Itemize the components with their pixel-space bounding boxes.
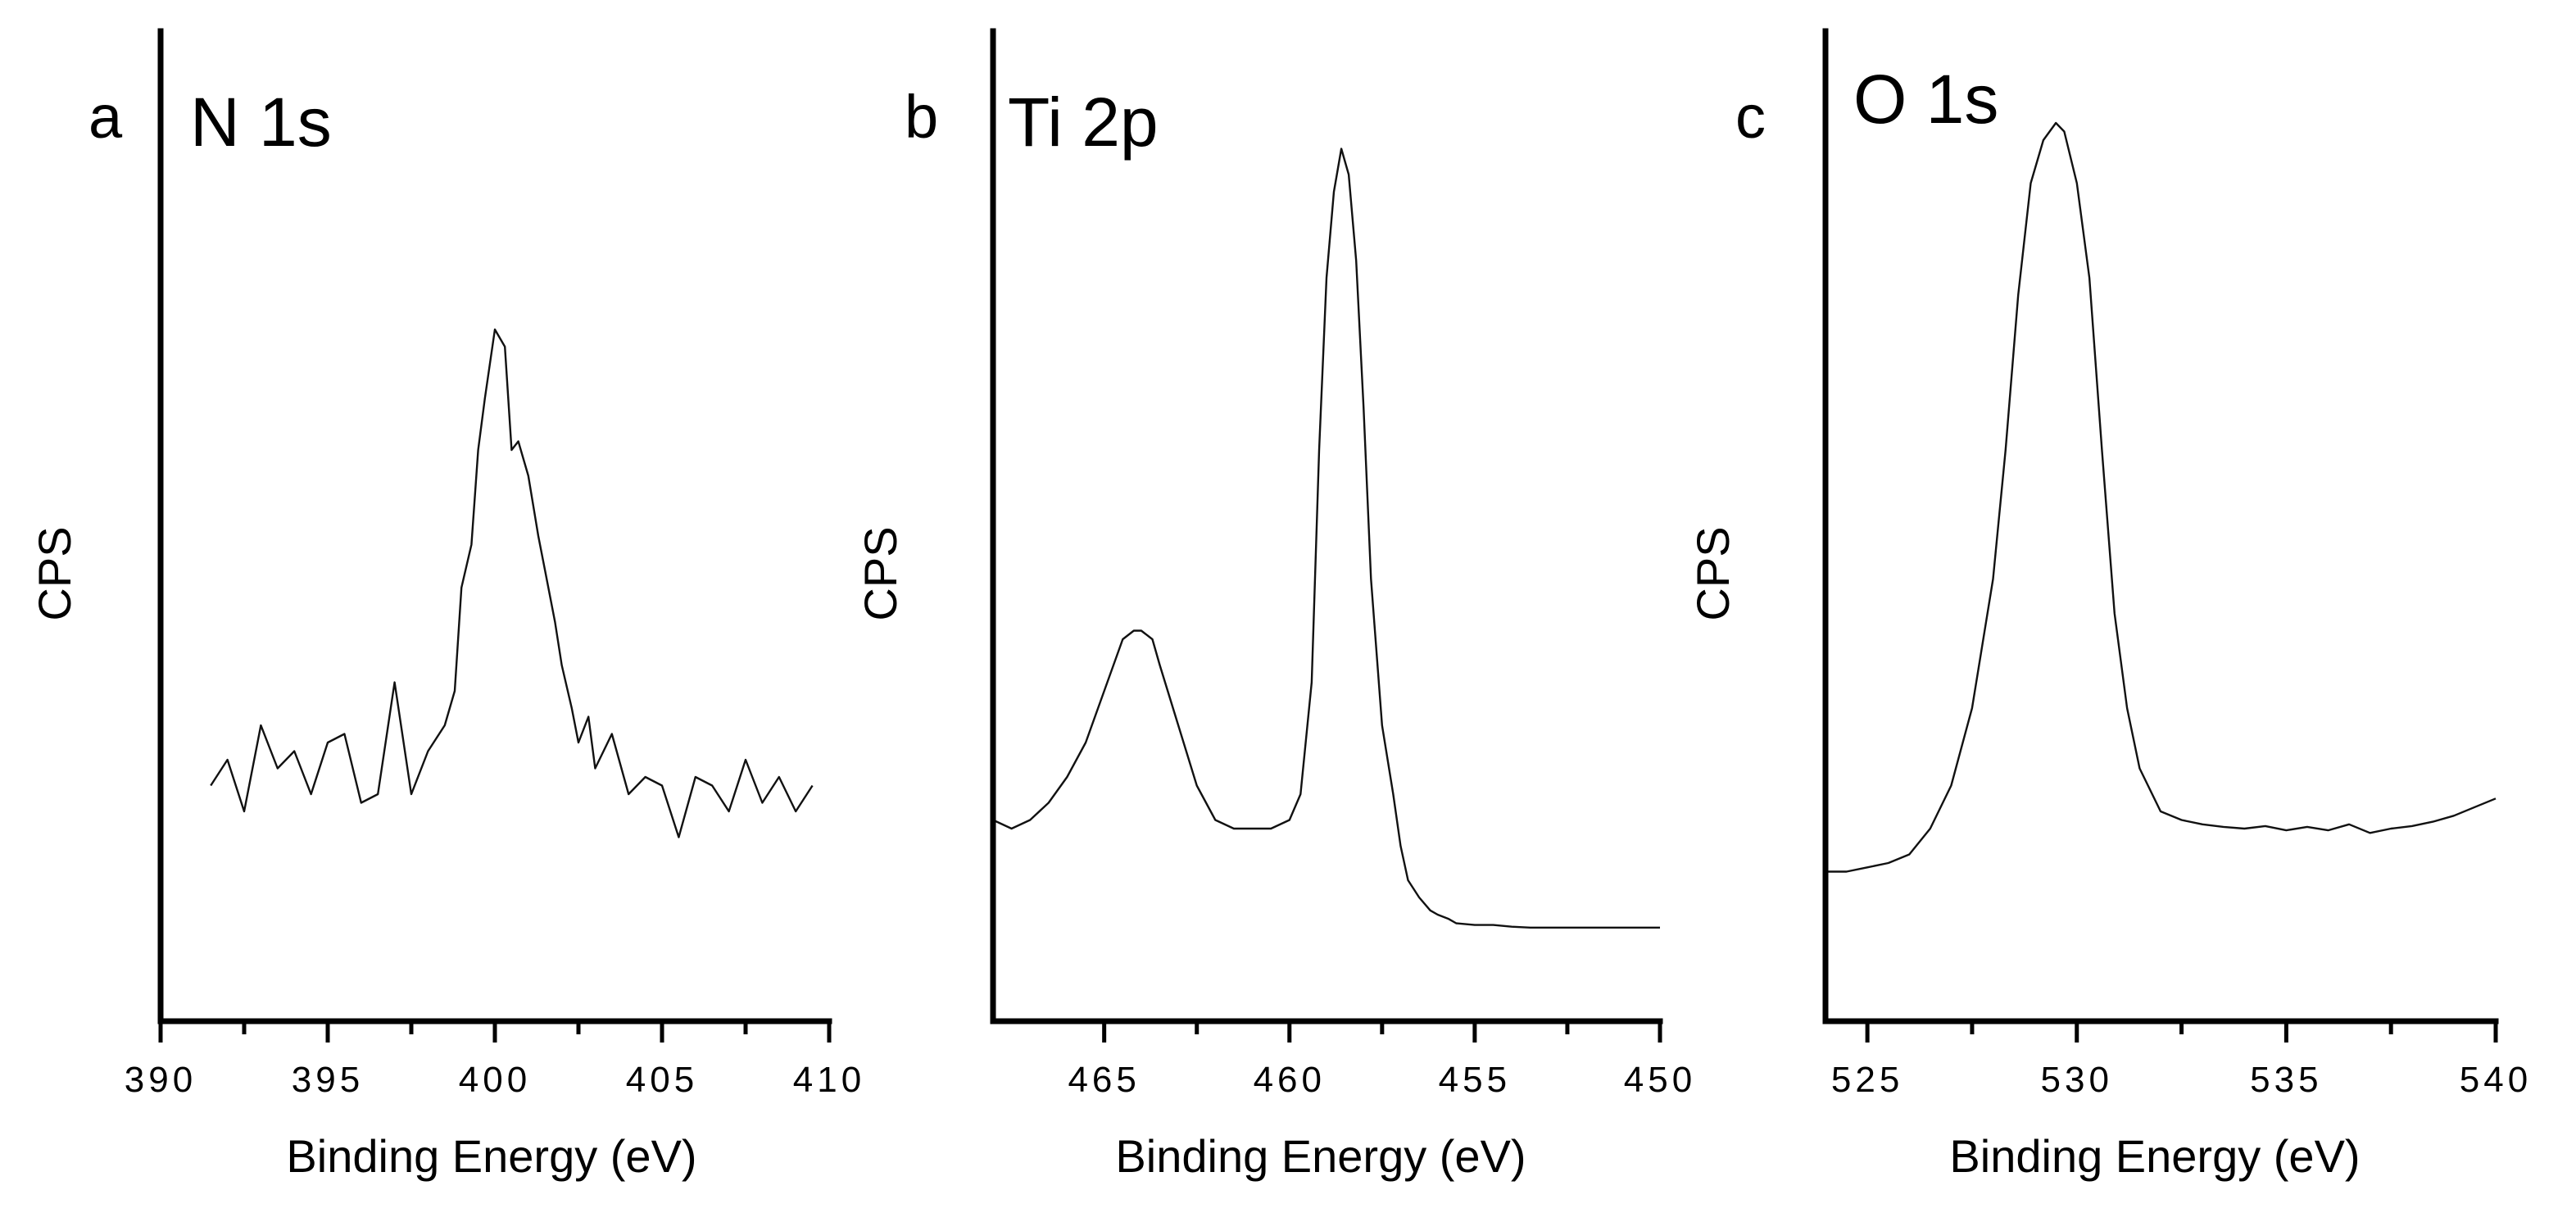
panel-c-x-ticks: 525 530 535 540	[1831, 1021, 2532, 1100]
panel-c-xtick-label-535: 535	[2250, 1060, 2322, 1100]
panel-c-letter: c	[1735, 83, 1766, 151]
panel-a-xtick-label-405: 405	[626, 1060, 698, 1100]
panel-a-xtick-label-400: 400	[459, 1060, 531, 1100]
panel-a-xtick-label-390: 390	[125, 1060, 197, 1100]
panel-b-xtick-label-450: 450	[1624, 1060, 1696, 1100]
panel-b-xlabel: Binding Energy (eV)	[1115, 1130, 1526, 1182]
panel-b-title: Ti 2p	[1008, 84, 1159, 161]
panel-a-letter: a	[88, 83, 123, 151]
panel-b-letter: b	[905, 83, 938, 151]
panel-b-xtick-label-455: 455	[1439, 1060, 1511, 1100]
panel-a-xtick-label-395: 395	[292, 1060, 364, 1100]
panel-b-x-ticks: 465 460 455 450	[1068, 1021, 1696, 1100]
panel-b-xtick-label-460: 460	[1254, 1060, 1326, 1100]
panel-a-title: N 1s	[190, 84, 332, 161]
panel-a-xlabel: Binding Energy (eV)	[286, 1130, 696, 1182]
panel-a-n1s: a N 1s CPS Binding Energy (eV) 390 395 400…	[29, 28, 865, 1182]
panel-c-xtick-label-530: 530	[2041, 1060, 2113, 1100]
panel-a-ylabel: CPS	[29, 526, 80, 620]
panel-b-ti2p: b Ti 2p CPS Binding Energy (eV) 465 460 45…	[855, 28, 1696, 1182]
panel-c-xlabel: Binding Energy (eV)	[1949, 1130, 2360, 1182]
panel-a-axes	[157, 28, 832, 1024]
panel-b-ylabel: CPS	[855, 526, 906, 620]
panel-c-xtick-label-540: 540	[2460, 1060, 2532, 1100]
panel-c-xtick-label-525: 525	[1831, 1060, 1903, 1100]
panel-c-spectrum-line	[1825, 121, 2497, 873]
panel-c-axes	[1822, 28, 2499, 1024]
panel-b-xtick-label-465: 465	[1068, 1060, 1140, 1100]
panel-c-ylabel: CPS	[1687, 526, 1739, 620]
panel-a-xtick-label-410: 410	[793, 1060, 865, 1100]
panel-c-title: O 1s	[1853, 61, 1998, 138]
panel-b-axes	[990, 28, 1663, 1024]
panel-a-x-ticks: 390 395 400 405 410	[125, 1021, 865, 1100]
panel-a-spectrum-line	[210, 328, 814, 838]
panel-c-o1s: c O 1s CPS Binding Energy (eV) 525 530 535…	[1687, 28, 2532, 1182]
panel-b-spectrum-line	[992, 148, 1660, 929]
